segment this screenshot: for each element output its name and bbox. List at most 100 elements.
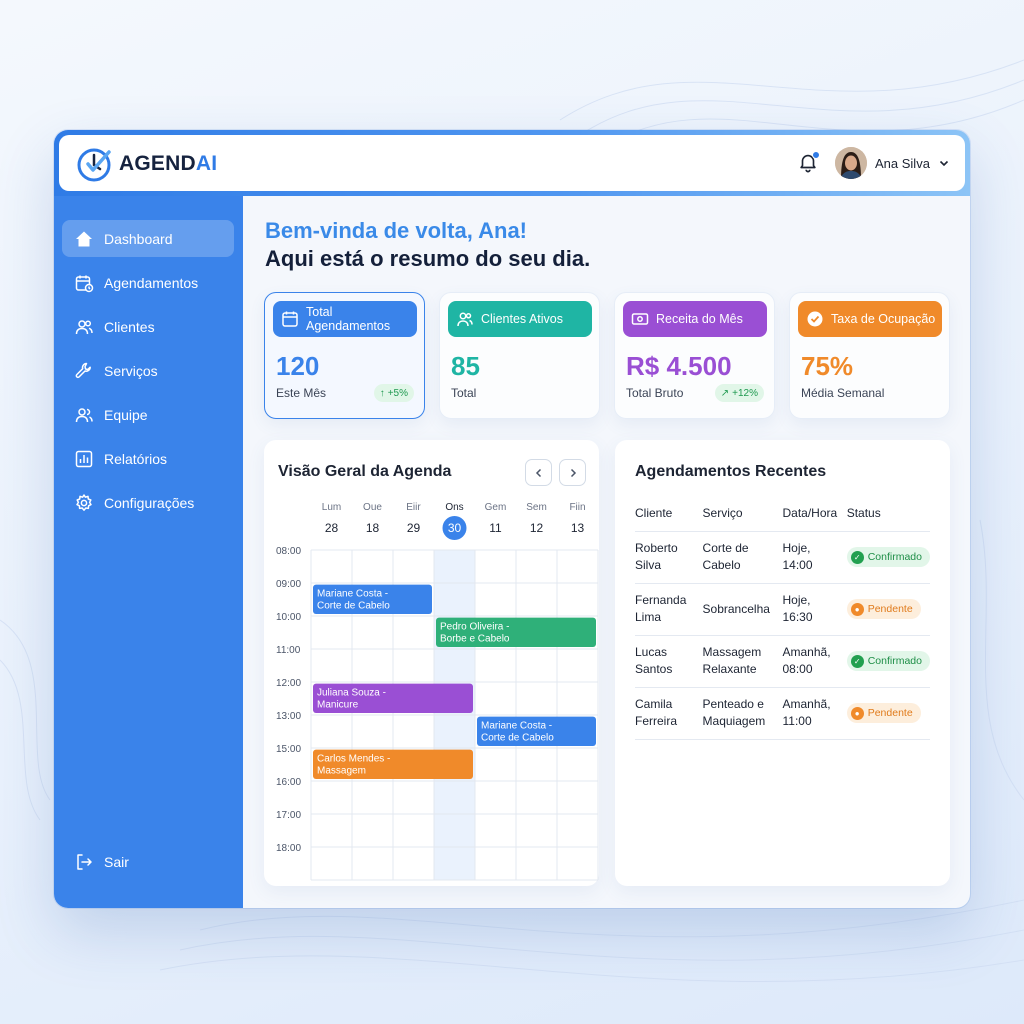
logo-text-part1: AGEND bbox=[119, 152, 196, 175]
hour-label: 15:00 bbox=[276, 744, 301, 755]
event-label: Manicure bbox=[317, 700, 359, 711]
trend-value: +12% bbox=[732, 387, 758, 399]
stat-card-clientes-ativos[interactable]: Clientes Ativos 85 Total bbox=[439, 292, 600, 419]
table-header-row: Cliente Serviço Data/Hora Status bbox=[635, 495, 930, 532]
service-cell: Corte de Cabelo bbox=[702, 531, 783, 584]
sidebar-item-label: Relatórios bbox=[104, 450, 168, 467]
users-icon bbox=[75, 319, 93, 334]
status-cell: ● Pendente bbox=[846, 687, 930, 740]
sidebar-item-label: Clientes bbox=[104, 318, 155, 335]
recent-title: Agendamentos Recentes bbox=[635, 463, 827, 480]
trend-badge: ↗ +12% bbox=[714, 384, 764, 402]
wrench-icon bbox=[75, 362, 91, 378]
column-header: Cliente bbox=[635, 495, 703, 532]
day-number: 28 bbox=[325, 521, 339, 535]
appointment-event[interactable] bbox=[313, 683, 473, 713]
stat-title: Taxa de Ocupação bbox=[831, 312, 936, 326]
stat-subtitle: Este Mês bbox=[276, 386, 327, 400]
stat-value: 85 bbox=[451, 351, 480, 381]
event-label: Massagem bbox=[317, 766, 366, 777]
logout-label: Sair bbox=[104, 854, 129, 870]
agenda-grid[interactable]: 08:00 09:00 10:00 11:00 12:00 13:00 15:00 16:00… bbox=[264, 440, 599, 886]
event-label: Mariane Costa - bbox=[317, 589, 388, 600]
agenda-title: Visão Geral da Agenda bbox=[278, 463, 452, 480]
column-header: Status bbox=[846, 495, 930, 532]
stat-subtitle: Total Bruto bbox=[626, 386, 684, 400]
prev-week-button[interactable] bbox=[525, 459, 552, 486]
notification-button[interactable] bbox=[797, 151, 821, 175]
day-name: Ons bbox=[445, 502, 463, 513]
sidebar-item-label: Dashboard bbox=[104, 230, 173, 247]
event-label: Mariane Costa - bbox=[481, 721, 552, 732]
appointment-event[interactable] bbox=[477, 716, 596, 746]
hour-label: 16:00 bbox=[276, 777, 301, 788]
logout-button[interactable]: Sair bbox=[74, 852, 129, 872]
stat-title: Clientes Ativos bbox=[481, 312, 563, 326]
event-label: Carlos Mendes - bbox=[317, 754, 390, 765]
table-row[interactable]: Camila Ferreira Penteado e Maquiagem Amanhã,… bbox=[635, 687, 930, 740]
status-cell: ● Pendente bbox=[846, 583, 930, 636]
chevron-right-icon bbox=[570, 468, 576, 477]
appointment-event[interactable] bbox=[313, 584, 432, 614]
sidebar-item-agendamentos[interactable]: Agendamentos bbox=[62, 264, 234, 301]
hour-label: 13:00 bbox=[276, 711, 301, 722]
stat-header: Taxa de Ocupação bbox=[798, 301, 942, 337]
sidebar-item-label: Equipe bbox=[104, 406, 148, 423]
status-cell: ✓ Confirmado bbox=[846, 531, 930, 584]
user-menu[interactable]: Ana Silva bbox=[835, 147, 950, 179]
app-window: AGENDAI Ana Silva Dashboard A bbox=[54, 130, 970, 908]
table-row[interactable]: Fernanda Lima Sobrancelha Hoje, 16:30 ● Penden… bbox=[635, 583, 930, 636]
service-cell: Massagem Relaxante bbox=[702, 635, 783, 688]
hour-label: 09:00 bbox=[276, 579, 301, 590]
datetime-cell: Hoje, 14:00 bbox=[782, 531, 847, 584]
stat-card-receita[interactable]: Receita do Mês R$ 4.500 Total Bruto ↗ +12… bbox=[614, 292, 775, 419]
calendar-icon bbox=[282, 311, 298, 327]
avatar bbox=[835, 147, 867, 179]
stat-card-total-agendamentos[interactable]: Total Agendamentos 120 Este Mês ↑ +5% bbox=[264, 292, 425, 419]
money-icon bbox=[631, 313, 649, 325]
sidebar-item-clientes[interactable]: Clientes bbox=[62, 308, 234, 345]
appointment-event[interactable] bbox=[313, 749, 473, 779]
status-badge: ✓ Confirmado bbox=[846, 651, 930, 671]
event-label: Borbe e Cabelo bbox=[440, 634, 510, 645]
stat-header: Receita do Mês bbox=[623, 301, 767, 337]
clock-check-icon bbox=[77, 148, 111, 182]
status-cell: ✓ Confirmado bbox=[846, 635, 930, 688]
table-row[interactable]: Lucas Santos Massagem Relaxante Amanhã, 08:00… bbox=[635, 635, 930, 688]
bar-chart-icon bbox=[75, 450, 93, 467]
logout-icon bbox=[77, 854, 92, 870]
user-name: Ana Silva bbox=[875, 155, 930, 171]
team-icon bbox=[75, 407, 93, 422]
table-row[interactable]: Roberto Silva Corte de Cabelo Hoje, 14:00 ✓ Con… bbox=[635, 531, 930, 584]
check-circle-icon: ✓ bbox=[850, 654, 864, 668]
hour-label: 10:00 bbox=[276, 612, 301, 623]
stat-title: Total Agendamentos bbox=[306, 305, 391, 333]
sidebar-item-relatorios[interactable]: Relatórios bbox=[62, 440, 234, 477]
hour-label: 08:00 bbox=[276, 546, 301, 557]
hour-label: 17:00 bbox=[276, 810, 301, 821]
sidebar-item-label: Serviços bbox=[104, 362, 158, 379]
chevron-left-icon bbox=[535, 468, 541, 477]
logo-text-part2: AI bbox=[195, 152, 218, 175]
status-badge: ● Pendente bbox=[846, 703, 921, 723]
app-logo[interactable]: AGENDAI bbox=[75, 144, 217, 184]
next-week-button[interactable] bbox=[559, 459, 586, 486]
sidebar-item-dashboard[interactable]: Dashboard bbox=[62, 220, 234, 257]
greeting-title: Bem-vinda de volta, Ana! bbox=[265, 218, 528, 243]
day-number: 11 bbox=[489, 521, 502, 535]
sidebar-item-servicos[interactable]: Serviços bbox=[62, 352, 234, 389]
status-badge: ● Pendente bbox=[846, 599, 921, 619]
sidebar-item-equipe[interactable]: Equipe bbox=[62, 396, 234, 433]
client-cell: Camila Ferreira bbox=[635, 687, 703, 740]
calendar-clock-icon bbox=[75, 275, 94, 292]
stat-card-taxa-ocupacao[interactable]: Taxa de Ocupação 75% Média Semanal bbox=[789, 292, 950, 419]
day-name: Lum bbox=[322, 502, 341, 513]
hour-label: 18:00 bbox=[276, 843, 301, 854]
sidebar-item-configuracoes[interactable]: Configurações bbox=[62, 484, 234, 521]
stat-header: Clientes Ativos bbox=[448, 301, 592, 337]
column-header: Serviço bbox=[702, 495, 783, 532]
stat-subtitle: Média Semanal bbox=[801, 386, 885, 400]
appointment-event[interactable] bbox=[436, 617, 596, 647]
client-cell: Roberto Silva bbox=[635, 531, 703, 584]
service-cell: Sobrancelha bbox=[702, 583, 783, 636]
